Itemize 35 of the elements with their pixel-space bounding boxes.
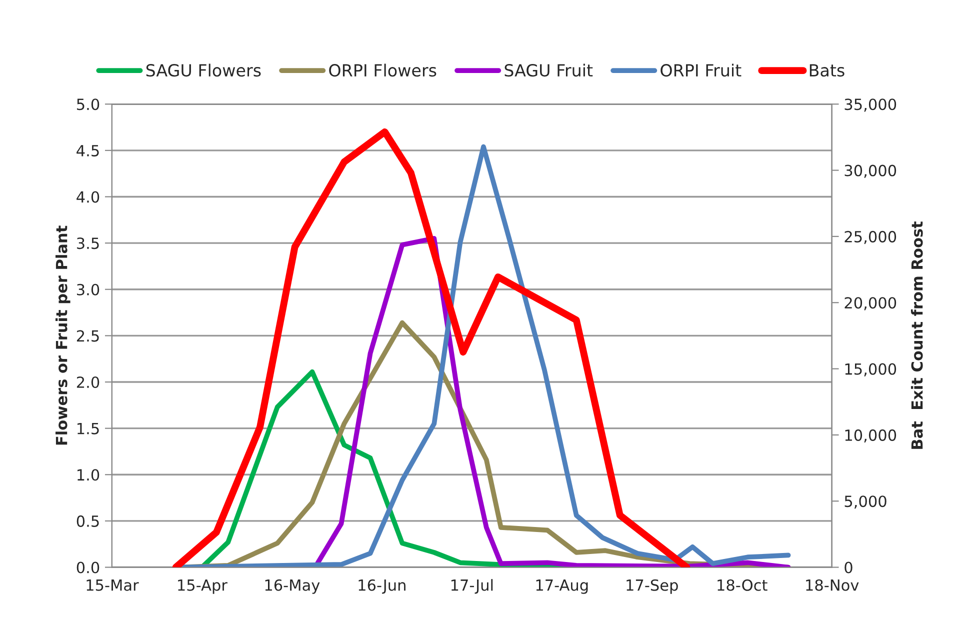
legend-label: ORPI Fruit — [660, 64, 742, 77]
y-tick-label: 2.5 — [76, 330, 99, 342]
y-tick-label: 1.0 — [78, 469, 100, 481]
x-tick-label: 15-Mar — [86, 580, 139, 591]
y2-tick-label: 10,000 — [845, 429, 896, 443]
x-tick-label: 16-Jun — [358, 579, 406, 594]
x-tick-label: 17-Jul — [451, 579, 493, 594]
y2-tick-label: 5,000 — [844, 496, 886, 509]
legend-label: Bats — [810, 64, 844, 77]
y-tick-label: 5.0 — [77, 98, 100, 110]
y-tick-label: 3.0 — [77, 284, 100, 296]
y2-tick-label: 25,000 — [844, 230, 896, 244]
y-axis-title: Flowers or Fruit per Plant — [55, 226, 70, 445]
y-tick-label: 1.5 — [78, 422, 99, 434]
legend-label: SAGU Fruit — [504, 64, 593, 77]
y2-tick-label: 35,000 — [844, 98, 896, 112]
y-tick-label: 0.5 — [76, 515, 99, 527]
x-tick-label: 18-Oct — [718, 579, 768, 591]
legend-label: ORPI Flowers — [329, 64, 436, 77]
y-tick-label: 0.0 — [76, 562, 100, 574]
y-tick-label: 4.0 — [76, 191, 100, 203]
x-tick-label: 16-May — [265, 579, 320, 594]
y2-axis-title: Bat Exit Count from Roost — [910, 221, 923, 449]
x-tick-label: 18-Nov — [806, 579, 859, 591]
x-tick-label: 17-Sep — [626, 579, 678, 594]
y2-tick-label: 30,000 — [844, 164, 896, 178]
y-tick-label: 4.5 — [76, 145, 99, 156]
y2-tick-label: 0 — [844, 562, 852, 574]
x-tick-label: 15-Apr — [178, 580, 228, 594]
y-tick-label: 3.5 — [77, 238, 99, 250]
legend-label: SAGU Flowers — [146, 64, 261, 77]
y2-tick-label: 20,000 — [844, 297, 896, 310]
y-tick-label: 2.0 — [76, 376, 100, 388]
x-tick-label: 17-Aug — [536, 580, 588, 594]
y2-tick-label: 15,000 — [845, 363, 896, 376]
